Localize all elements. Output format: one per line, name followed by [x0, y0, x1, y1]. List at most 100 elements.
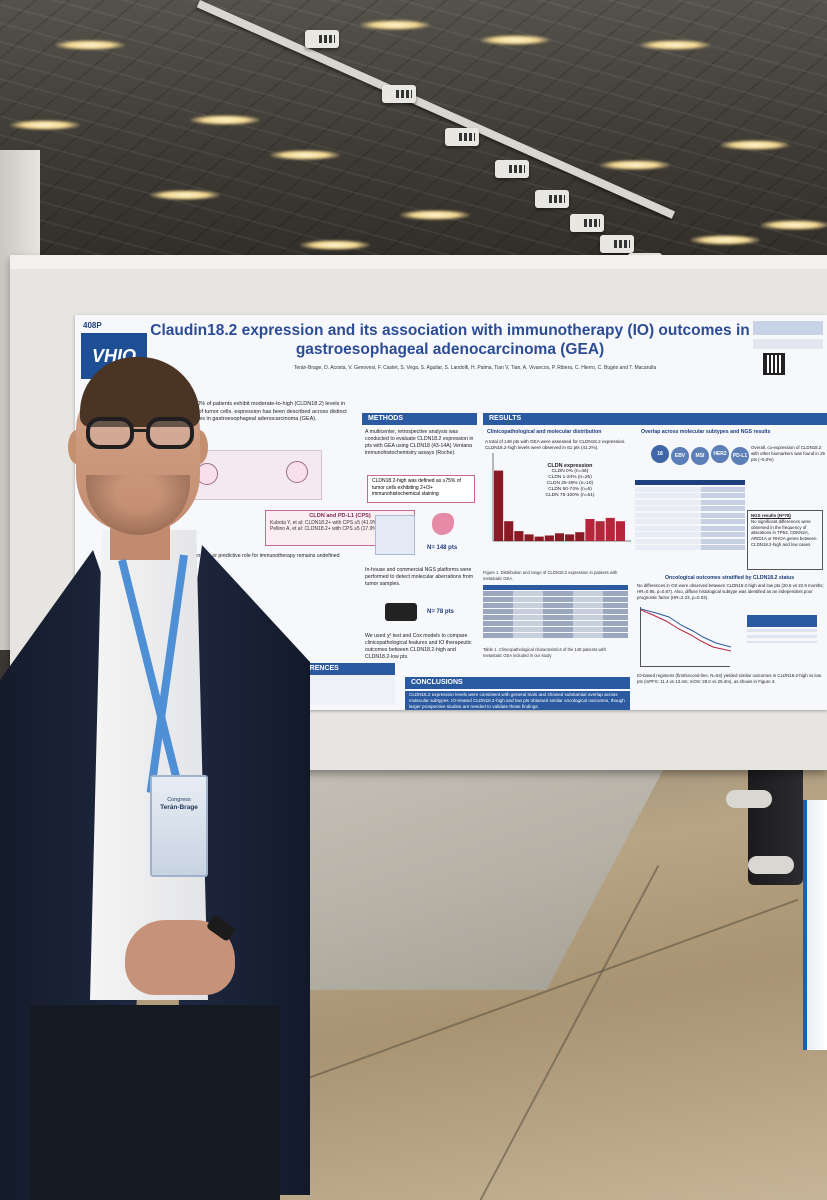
table-row	[635, 512, 745, 518]
spotlight	[445, 128, 479, 146]
ngs-table	[635, 480, 745, 575]
table-row	[635, 499, 745, 505]
clinicopathological-table	[483, 585, 628, 655]
chart-bar	[524, 534, 534, 541]
overlap-text: Overall, co-expression of CLDN18.2 with …	[751, 445, 825, 462]
table-row	[483, 603, 628, 608]
methods-text: A multicenter, retrospective analysis wa…	[365, 429, 474, 456]
intro-text: ~30-40% of patients exhibit moderate-to-…	[183, 401, 347, 422]
glasses-lens	[86, 417, 134, 449]
spotlight	[495, 160, 529, 178]
table-row	[635, 545, 745, 550]
table-row	[483, 633, 628, 638]
chart-title: CLDN expression	[547, 463, 593, 469]
figure1-caption: Figure 1. Distribution and range of CLDN…	[483, 570, 618, 581]
chart-bar	[605, 517, 615, 541]
chart-bar	[554, 533, 565, 541]
results-header: RESULTS	[483, 413, 827, 425]
legend-entry: CLDN 50-74% (n=6)	[548, 487, 592, 492]
spotlight	[535, 190, 569, 208]
spotlight	[600, 235, 634, 253]
table-row	[483, 597, 628, 602]
spotlight	[570, 214, 604, 232]
poster-number: 408P	[83, 321, 102, 330]
name-badge: Congress Terán-Brage	[150, 775, 208, 877]
prognostic-text: prognostic or predictive role for immuno…	[187, 553, 340, 559]
chart-legend: CLDN expression CLDN 0% (n=46) CLDN 1-24…	[530, 463, 610, 499]
ceiling-light	[10, 120, 80, 130]
background-person-shoe	[748, 856, 794, 874]
ceiling-light	[640, 40, 710, 50]
ngs-results-text: No significant differences were observed…	[751, 518, 817, 547]
ceiling-light	[720, 140, 790, 150]
table-row	[483, 615, 628, 620]
km-legend	[747, 615, 817, 627]
sponsor-logo	[753, 321, 823, 335]
chart-bar	[575, 532, 585, 541]
ngs-results-title: NGS results (N=78)	[751, 513, 791, 518]
table-row	[635, 525, 745, 531]
table-row	[483, 627, 628, 632]
kaplan-meier-plot	[640, 607, 732, 667]
presenter: Congress Terán-Brage	[0, 355, 320, 1200]
table-row	[483, 591, 628, 596]
sponsor-logos	[753, 321, 823, 411]
glasses-bridge	[132, 429, 146, 432]
cldn-box-line: Pellino A, et al: CLDN18.2+ with CPS ≥5 …	[270, 526, 379, 532]
qr-code-icon	[763, 353, 785, 375]
stomach-icon	[432, 513, 454, 535]
results-subtitle: Clinicopathological and molecular distri…	[487, 429, 602, 435]
spotlight	[305, 30, 339, 48]
os-text: No differences in OS were observed betwe…	[637, 583, 824, 600]
km-curves	[640, 608, 732, 652]
table-header-row	[483, 585, 628, 590]
table-row	[483, 609, 628, 614]
table-row	[635, 486, 745, 492]
poster-title: Claudin18.2 expression and its associati…	[150, 322, 750, 358]
cldn-bar-chart	[485, 443, 635, 553]
venn-circle: PD-L1	[731, 447, 749, 465]
overlap-subtitle: Overlap across molecular subtypes and NG…	[641, 429, 771, 435]
chart-bar	[514, 531, 524, 541]
results-text: A total of 148 pts with GEA were assesse…	[485, 439, 626, 450]
chart-bar	[504, 521, 514, 541]
claudin-diagram	[187, 450, 322, 500]
venn-circle: MSI	[691, 447, 709, 465]
ceiling-light	[400, 210, 470, 220]
methods-header: METHODS	[362, 413, 477, 425]
chart-bar	[544, 535, 554, 541]
ceiling-light	[480, 35, 550, 45]
badge-event: Congress	[167, 797, 191, 803]
km-curve-high	[640, 608, 732, 648]
venn-circle: 18	[651, 445, 669, 463]
chart-bar	[534, 536, 544, 541]
table-row	[635, 532, 745, 537]
ngs-results-box: NGS results (N=78) No significant differ…	[747, 510, 823, 570]
glasses-lens	[146, 417, 194, 449]
legend-entry: CLDN 1-24% (n=25)	[548, 475, 592, 480]
ceiling-light	[760, 220, 827, 230]
table-header-row	[635, 480, 745, 485]
sponsor-logo	[753, 339, 823, 349]
table-row	[635, 506, 745, 511]
ceiling-light	[190, 115, 260, 125]
chart-bar	[585, 519, 595, 541]
table-caption: Table 1. Clinicopathological characteris…	[483, 647, 606, 658]
cell-diagram-icon	[286, 461, 308, 483]
spotlight	[382, 85, 416, 103]
ceiling-light	[360, 20, 430, 30]
conclusions-header: CONCLUSIONS	[405, 677, 630, 689]
cldn-box-line: Kubota Y, et al: CLDN18.2+ with CPS ≥5 (…	[270, 519, 379, 526]
badge-name: Terán-Brage	[160, 804, 198, 811]
table-row	[635, 519, 745, 524]
glasses	[80, 417, 200, 451]
references-header: REFERENCES	[285, 663, 395, 675]
chart-bar	[595, 521, 605, 541]
ihc-assay-icon	[375, 515, 415, 555]
ceiling-light	[150, 190, 220, 200]
ceiling-light	[600, 160, 670, 170]
legend-entry: CLDN 75-100% (n=61)	[545, 493, 595, 498]
multivariate-table	[747, 629, 817, 643]
table-row	[483, 621, 628, 626]
outcomes-subtitle: Oncological outcomes stratified by CLDN1…	[665, 575, 795, 581]
